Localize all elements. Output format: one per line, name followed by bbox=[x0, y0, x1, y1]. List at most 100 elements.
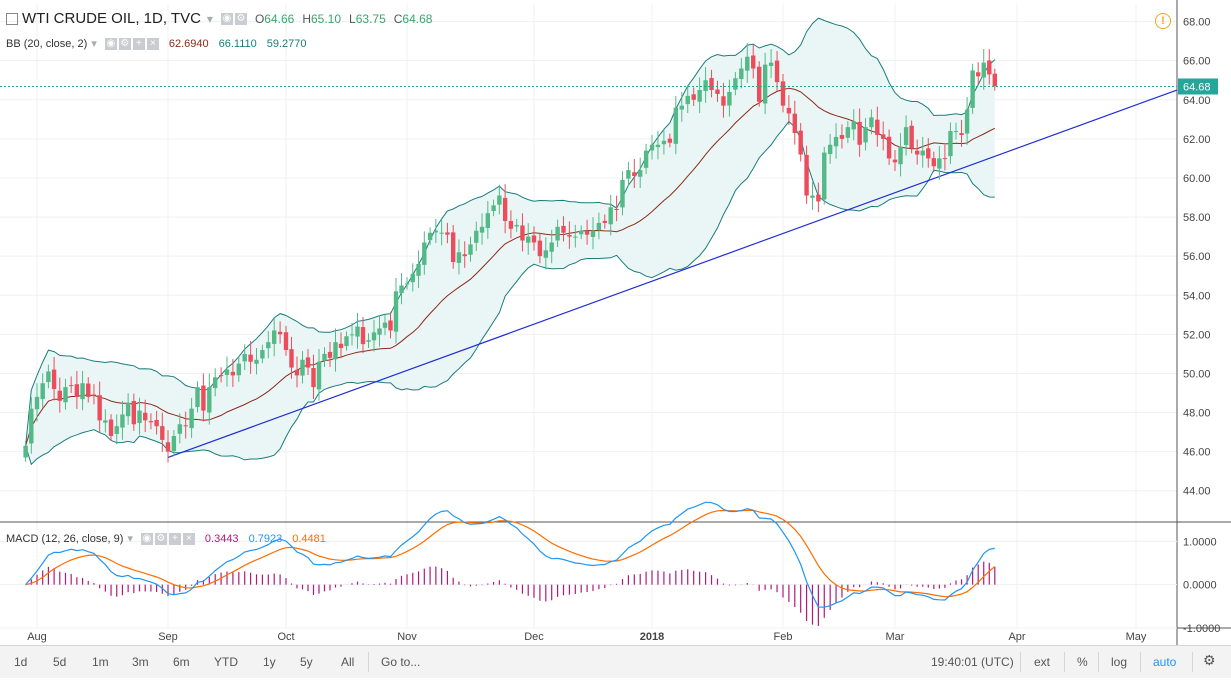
plus-icon[interactable]: + bbox=[132, 37, 145, 50]
range-3m[interactable]: 3m bbox=[132, 655, 149, 669]
candle-body bbox=[992, 73, 998, 87]
bb-label[interactable]: BB (20, close, 2) bbox=[6, 37, 88, 50]
candle-body bbox=[531, 235, 537, 243]
candle-body bbox=[537, 240, 543, 257]
candle-body bbox=[97, 395, 102, 421]
candle-body bbox=[137, 410, 142, 424]
candle-body bbox=[953, 131, 959, 133]
plus-icon[interactable]: + bbox=[168, 532, 181, 545]
gear-icon[interactable]: ⚙ bbox=[118, 37, 131, 50]
alert-icon[interactable]: ! bbox=[1155, 13, 1171, 29]
candle-body bbox=[230, 371, 236, 376]
candle-body bbox=[561, 225, 566, 233]
chevron-down-icon[interactable]: ▾ bbox=[206, 11, 213, 26]
ext-toggle[interactable]: ext bbox=[1034, 655, 1051, 669]
candle-body bbox=[23, 445, 28, 458]
candle-body bbox=[416, 263, 421, 276]
chevron-down-icon[interactable]: ▾ bbox=[91, 38, 97, 50]
y-tick-label: 62.00 bbox=[1183, 134, 1211, 146]
y-tick-label: 44.00 bbox=[1183, 486, 1211, 498]
percent-toggle[interactable]: % bbox=[1077, 655, 1088, 669]
goto-button[interactable]: Go to... bbox=[381, 655, 421, 669]
macd-label[interactable]: MACD (12, 26, close, 9) bbox=[6, 532, 124, 545]
candle-body bbox=[399, 285, 404, 294]
candle-body bbox=[526, 236, 531, 243]
candle-body bbox=[703, 80, 708, 92]
candle-body bbox=[903, 127, 909, 146]
range-1d[interactable]: 1d bbox=[14, 655, 28, 669]
candle-body bbox=[632, 172, 637, 177]
gear-icon[interactable]: ⚙ bbox=[154, 532, 167, 545]
close-icon[interactable]: × bbox=[182, 532, 195, 545]
range-1y[interactable]: 1y bbox=[263, 655, 276, 669]
candle-body bbox=[898, 146, 903, 165]
eye-icon[interactable]: ◉ bbox=[220, 12, 233, 25]
candle-body bbox=[948, 131, 953, 157]
settings-icon[interactable]: ⚙ bbox=[1203, 652, 1216, 668]
candle-body bbox=[195, 387, 200, 408]
candle-body bbox=[377, 328, 382, 335]
candle-body bbox=[661, 140, 667, 145]
range-all[interactable]: All bbox=[341, 655, 355, 669]
candle-body bbox=[931, 158, 937, 167]
candle-body bbox=[685, 95, 690, 105]
candle-body bbox=[975, 72, 981, 77]
candle-body bbox=[294, 369, 300, 376]
candle-body bbox=[869, 117, 874, 128]
candle-body bbox=[756, 66, 762, 102]
symbol-legend: WTI CRUDE OIL, 1D, TVC ▾ ◉ ⚙ O 64.66 H 65.… bbox=[0, 10, 432, 27]
candle-body bbox=[667, 138, 673, 143]
macd-y-tick-label: 0.0000 bbox=[1183, 580, 1217, 592]
candle-body bbox=[863, 127, 868, 143]
eye-icon[interactable]: ◉ bbox=[140, 532, 153, 545]
candle-body bbox=[987, 60, 992, 75]
candle-body bbox=[638, 170, 643, 177]
log-toggle[interactable]: log bbox=[1111, 655, 1128, 669]
utc-time[interactable]: 19:40:01 (UTC) bbox=[931, 655, 1014, 669]
auto-toggle[interactable]: auto bbox=[1153, 655, 1177, 669]
candle-body bbox=[422, 242, 427, 265]
candle-body bbox=[485, 213, 491, 229]
range-ytd[interactable]: YTD bbox=[214, 655, 238, 669]
candle-body bbox=[171, 435, 177, 452]
range-1m[interactable]: 1m bbox=[92, 655, 109, 669]
macd-signal-line bbox=[25, 509, 996, 598]
candle-body bbox=[338, 343, 344, 349]
candle-body bbox=[201, 385, 206, 411]
gear-icon[interactable]: ⚙ bbox=[234, 12, 247, 25]
candle-body bbox=[236, 363, 241, 376]
bb-lower-line bbox=[25, 120, 995, 466]
collapse-icon[interactable] bbox=[6, 12, 18, 25]
candle-body bbox=[745, 56, 750, 71]
candle-body bbox=[491, 205, 496, 211]
range-5d[interactable]: 5d bbox=[53, 655, 67, 669]
candle-body bbox=[590, 230, 596, 237]
candle-body bbox=[355, 326, 360, 337]
candle-body bbox=[768, 62, 774, 66]
chevron-down-icon[interactable]: ▾ bbox=[127, 533, 133, 545]
candle-body bbox=[260, 349, 265, 359]
candle-body bbox=[311, 367, 316, 388]
candle-body bbox=[29, 408, 34, 444]
candle-body bbox=[733, 78, 738, 90]
x-tick-label: Aug bbox=[27, 631, 47, 643]
close-icon[interactable]: × bbox=[146, 37, 159, 50]
candle-body bbox=[608, 207, 613, 225]
candle-body bbox=[189, 408, 194, 429]
candle-body bbox=[959, 133, 964, 135]
candle-body bbox=[964, 109, 970, 134]
symbol-title[interactable]: WTI CRUDE OIL, 1D, TVC bbox=[22, 10, 201, 27]
candle-body bbox=[857, 121, 862, 145]
bb-legend: BB (20, close, 2) ▾ ◉ ⚙ + × 62.6940 66.1… bbox=[6, 37, 307, 50]
candle-body bbox=[691, 94, 696, 100]
candle-body bbox=[875, 119, 880, 135]
candle-body bbox=[614, 209, 619, 211]
range-5y[interactable]: 5y bbox=[300, 655, 313, 669]
candle-body bbox=[792, 113, 797, 134]
candle-body bbox=[709, 78, 714, 91]
macd-y-tick-label: 1.0000 bbox=[1183, 536, 1217, 548]
range-6m[interactable]: 6m bbox=[173, 655, 190, 669]
eye-icon[interactable]: ◉ bbox=[104, 37, 117, 50]
